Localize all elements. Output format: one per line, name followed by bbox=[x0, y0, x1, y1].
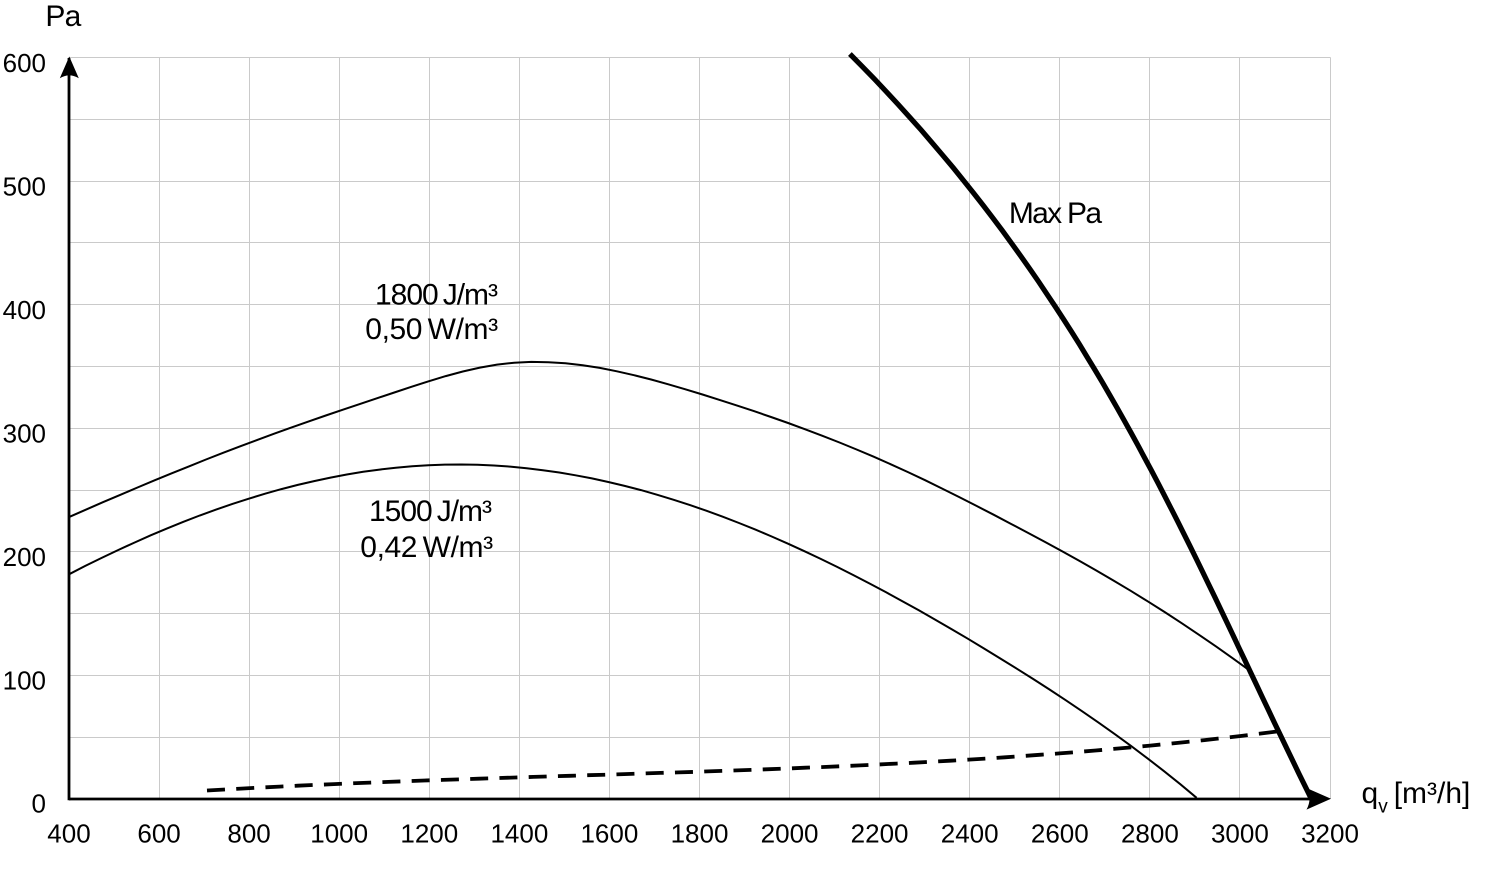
svg-text:200: 200 bbox=[3, 542, 46, 572]
svg-text:2600: 2600 bbox=[1031, 819, 1089, 849]
svg-text:800: 800 bbox=[227, 819, 270, 849]
svg-text:Pa: Pa bbox=[45, 0, 81, 33]
svg-text:400: 400 bbox=[47, 819, 90, 849]
svg-text:2200: 2200 bbox=[851, 819, 909, 849]
svg-text:0,50 W/m³: 0,50 W/m³ bbox=[365, 313, 498, 346]
svg-text:1400: 1400 bbox=[490, 819, 548, 849]
svg-text:1500 J/m³: 1500 J/m³ bbox=[369, 495, 492, 528]
svg-text:1000: 1000 bbox=[310, 819, 368, 849]
svg-text:1600: 1600 bbox=[580, 819, 638, 849]
svg-text:600: 600 bbox=[3, 48, 46, 78]
svg-text:qv [m³/h]: qv [m³/h] bbox=[1362, 777, 1471, 818]
svg-text:1800: 1800 bbox=[671, 819, 729, 849]
svg-text:300: 300 bbox=[3, 419, 46, 449]
svg-text:1200: 1200 bbox=[400, 819, 458, 849]
svg-text:2800: 2800 bbox=[1121, 819, 1179, 849]
svg-text:3000: 3000 bbox=[1211, 819, 1269, 849]
svg-text:3200: 3200 bbox=[1301, 819, 1359, 849]
svg-text:2000: 2000 bbox=[761, 819, 819, 849]
svg-text:600: 600 bbox=[137, 819, 180, 849]
svg-text:0: 0 bbox=[32, 788, 46, 818]
svg-text:500: 500 bbox=[3, 171, 46, 201]
svg-text:100: 100 bbox=[3, 666, 46, 696]
svg-text:400: 400 bbox=[3, 295, 46, 325]
svg-text:2400: 2400 bbox=[941, 819, 999, 849]
svg-text:0,42 W/m³: 0,42 W/m³ bbox=[360, 531, 493, 564]
svg-text:1800 J/m³: 1800 J/m³ bbox=[375, 279, 498, 312]
svg-text:Max Pa: Max Pa bbox=[1009, 197, 1103, 230]
